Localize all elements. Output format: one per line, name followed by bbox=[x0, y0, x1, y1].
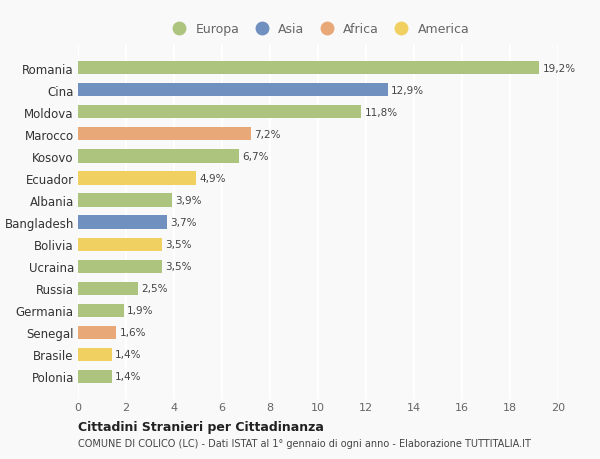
Text: 7,2%: 7,2% bbox=[254, 129, 281, 140]
Text: 3,5%: 3,5% bbox=[166, 262, 192, 272]
Text: 3,9%: 3,9% bbox=[175, 196, 202, 206]
Bar bbox=[78, 370, 112, 383]
Bar bbox=[78, 238, 162, 251]
Bar bbox=[78, 260, 162, 273]
Bar bbox=[78, 172, 196, 185]
Legend: Europa, Asia, Africa, America: Europa, Asia, Africa, America bbox=[167, 23, 469, 36]
Text: 2,5%: 2,5% bbox=[142, 284, 168, 294]
Bar bbox=[78, 216, 167, 229]
Bar bbox=[78, 62, 539, 75]
Bar bbox=[78, 304, 124, 317]
Text: 3,7%: 3,7% bbox=[170, 218, 197, 228]
Bar bbox=[78, 194, 172, 207]
Bar bbox=[78, 128, 251, 141]
Bar bbox=[78, 106, 361, 119]
Bar bbox=[78, 150, 239, 163]
Bar bbox=[78, 84, 388, 97]
Bar bbox=[78, 282, 138, 295]
Text: 1,4%: 1,4% bbox=[115, 372, 142, 381]
Bar bbox=[78, 326, 116, 339]
Text: 1,4%: 1,4% bbox=[115, 350, 142, 360]
Text: 19,2%: 19,2% bbox=[542, 64, 575, 73]
Bar bbox=[78, 348, 112, 361]
Text: Cittadini Stranieri per Cittadinanza: Cittadini Stranieri per Cittadinanza bbox=[78, 420, 324, 433]
Text: 11,8%: 11,8% bbox=[365, 107, 398, 118]
Text: 3,5%: 3,5% bbox=[166, 240, 192, 250]
Text: 1,6%: 1,6% bbox=[120, 328, 146, 338]
Text: 1,9%: 1,9% bbox=[127, 306, 154, 316]
Text: 12,9%: 12,9% bbox=[391, 85, 424, 95]
Text: 6,7%: 6,7% bbox=[242, 151, 269, 162]
Text: 4,9%: 4,9% bbox=[199, 174, 226, 184]
Text: COMUNE DI COLICO (LC) - Dati ISTAT al 1° gennaio di ogni anno - Elaborazione TUT: COMUNE DI COLICO (LC) - Dati ISTAT al 1°… bbox=[78, 438, 531, 448]
